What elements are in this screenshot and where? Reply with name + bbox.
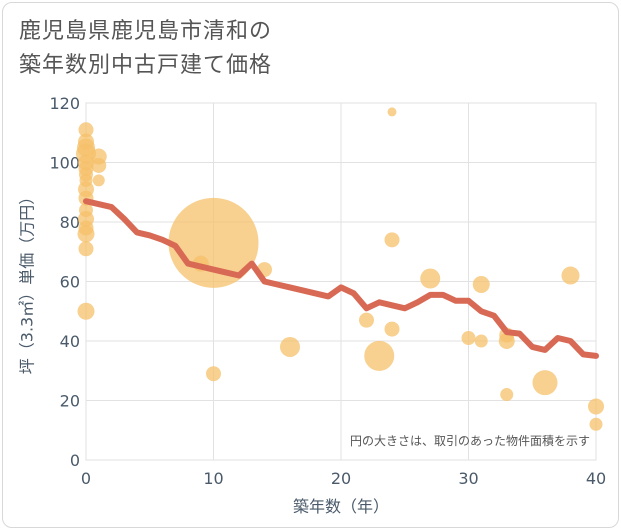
data-point-bubble	[384, 232, 400, 248]
data-point-bubble	[78, 241, 94, 257]
data-point-bubble	[532, 370, 558, 396]
data-point-bubble	[78, 122, 94, 138]
x-axis-ticks: 0 10 20 30 40	[81, 469, 606, 488]
data-point-bubble	[500, 388, 514, 402]
data-point-bubble	[359, 312, 374, 328]
x-tick-label: 40	[586, 469, 606, 488]
data-point-bubble	[364, 340, 395, 371]
bubble-size-note: 円の大きさは、取引のあった物件面積を示す	[350, 433, 590, 448]
y-tick-label: 0	[70, 451, 80, 470]
data-point-bubble	[561, 266, 580, 285]
data-point-bubble	[461, 331, 476, 346]
data-point-bubble	[206, 366, 221, 382]
data-point-bubble	[588, 398, 604, 415]
chart-title: 鹿児島県鹿児島市清和の 築年数別中古戸建て価格	[19, 15, 272, 83]
y-tick-label: 20	[60, 392, 80, 411]
data-point-bubble	[77, 225, 95, 243]
data-point-bubble	[498, 333, 515, 349]
y-tick-label: 120	[49, 94, 80, 113]
data-point-bubble	[387, 107, 397, 117]
data-point-bubble	[472, 275, 490, 293]
y-axis-label: 坪（3.3㎡）単価（万円）	[18, 189, 37, 374]
y-tick-label: 60	[60, 273, 80, 292]
y-axis-ticks: 0 20 40 60 80 100 120	[49, 94, 80, 470]
data-point-bubble	[92, 174, 105, 187]
x-tick-label: 10	[203, 469, 223, 488]
trend-line	[83, 198, 599, 359]
data-point-bubble	[589, 417, 603, 431]
data-point-bubble	[91, 157, 107, 173]
y-tick-label: 40	[60, 332, 80, 351]
chart-title-line-1: 鹿児島県鹿児島市清和の	[19, 19, 273, 44]
data-point-bubble	[77, 302, 95, 320]
chart-title-line-2: 築年数別中古戸建て価格	[19, 53, 273, 78]
y-tick-label: 80	[60, 213, 80, 232]
data-point-bubble	[384, 321, 400, 337]
x-tick-label: 20	[331, 469, 351, 488]
y-tick-label: 100	[49, 154, 80, 173]
data-point-bubble	[168, 197, 259, 288]
data-point-bubble	[280, 336, 300, 357]
x-tick-label: 30	[458, 469, 478, 488]
x-tick-label: 0	[81, 469, 91, 488]
data-point-bubble	[420, 268, 441, 289]
x-axis-label: 築年数（年）	[293, 497, 389, 516]
data-point-bubble	[474, 334, 488, 348]
